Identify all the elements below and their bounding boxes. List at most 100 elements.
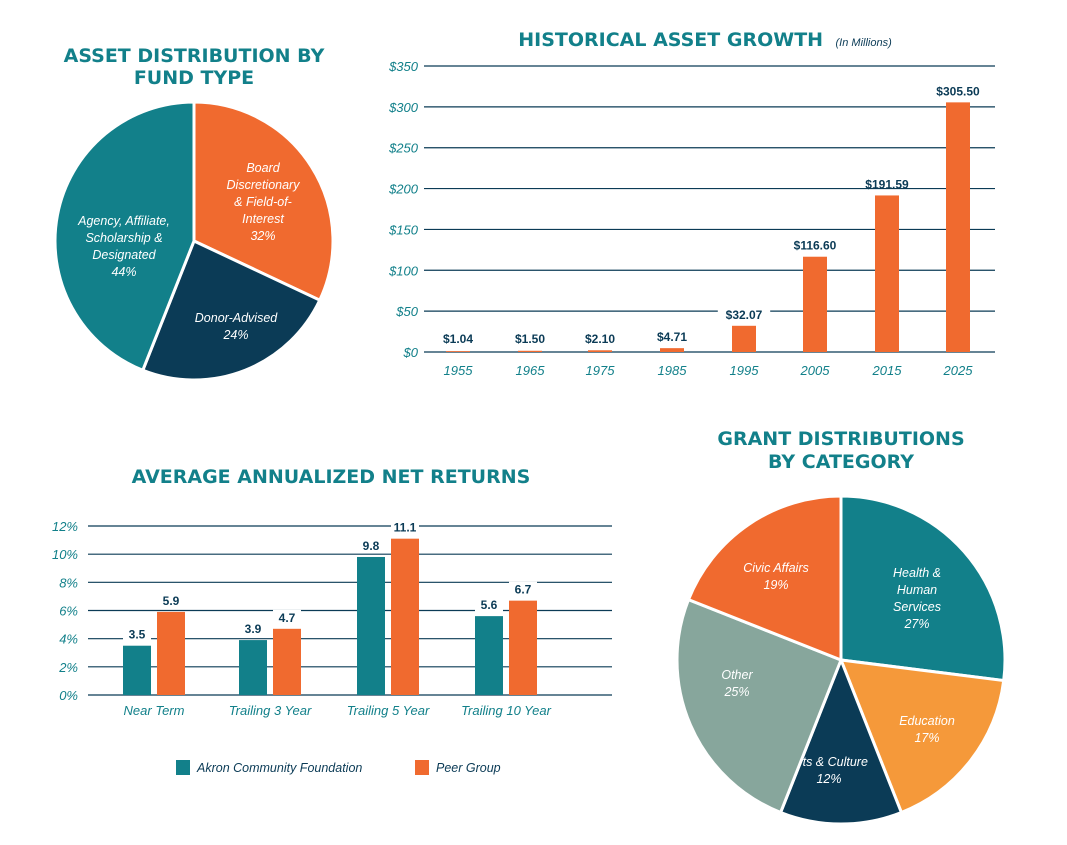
pie-percent-label: 25% — [723, 685, 749, 699]
bar-akron-community-foundation-trailing-3-year — [239, 640, 267, 695]
y-tick-label: 2% — [58, 660, 78, 675]
x-tick-label: Trailing 3 Year — [229, 703, 312, 718]
x-tick-label: Near Term — [124, 703, 185, 718]
asset-distribution-chart: ASSET DISTRIBUTION BY FUND TYPE Board Dis… — [53, 45, 335, 382]
pie-slice-label: Board — [246, 161, 280, 175]
y-tick-label: $300 — [388, 100, 419, 115]
bar-2005 — [803, 256, 827, 352]
pie-percent-label: 32% — [250, 229, 275, 243]
pie-slice-label: Health & — [893, 566, 941, 580]
pie-percent-label: 44% — [111, 265, 136, 279]
pie-slice-health-human-services — [839, 494, 1007, 683]
data-label: 5.9 — [163, 594, 180, 608]
x-tick-label: 2015 — [872, 363, 903, 378]
legend-label-akron-community-foundation: Akron Community Foundation — [196, 761, 362, 775]
bar-2025 — [946, 102, 970, 352]
net-returns-chart: AVERAGE ANNUALIZED NET RETURNS 0% 2% 4% 6% 8… — [52, 466, 612, 775]
historical-asset-growth-subtitle: (In Millions) — [836, 37, 893, 49]
bar-akron-community-foundation-trailing-10-year — [475, 616, 503, 695]
data-label-background — [123, 626, 151, 642]
pie-percent-label: 27% — [903, 617, 929, 631]
bar-peer-group-trailing-10-year — [509, 600, 537, 695]
y-tick-label: $50 — [395, 304, 418, 319]
bar-1995 — [732, 325, 756, 352]
pie-slice-donor-advised — [140, 238, 322, 382]
bar-akron-community-foundation-trailing-5-year — [357, 556, 385, 695]
data-label-background — [357, 537, 385, 553]
data-label-background — [391, 519, 419, 535]
data-label: $4.71 — [657, 330, 687, 344]
pie-slice-education — [838, 658, 1006, 815]
data-label: $32.07 — [726, 308, 763, 322]
x-tick-label: 1955 — [444, 363, 474, 378]
historical-asset-growth-chart: HISTORICAL ASSET GROWTH (In Millions) $0… — [388, 29, 995, 378]
data-label: 3.5 — [129, 628, 146, 642]
data-label: $191.59 — [865, 177, 909, 191]
pie-slice-label: Scholarship & — [85, 231, 162, 245]
pie-slice-arts-culture — [778, 655, 904, 826]
pie-slice-label: Civic Affairs — [743, 561, 809, 575]
x-tick-label: 2025 — [943, 363, 974, 378]
pie-slice-label: Donor-Advised — [195, 311, 279, 325]
bar-1955 — [446, 351, 470, 352]
grant-distributions-title-line1: GRANT DISTRIBUTIONS — [717, 428, 964, 450]
bar-1985 — [660, 348, 684, 352]
x-tick-label: Trailing 10 Year — [461, 703, 552, 718]
pie-slice-label: Education — [899, 714, 955, 728]
pie-percent-label: 17% — [914, 731, 939, 745]
pie-percent-label: 24% — [222, 328, 248, 342]
pie-slice-civic-affairs — [686, 494, 843, 663]
pie-slice-label: Discretionary — [227, 178, 301, 192]
data-label: $2.10 — [585, 332, 615, 346]
data-label-background — [475, 597, 503, 613]
historical-asset-growth-title: HISTORICAL ASSET GROWTH — [518, 29, 823, 51]
data-label-background — [717, 306, 771, 323]
data-label-background — [273, 609, 301, 625]
y-tick-label: $250 — [388, 141, 419, 156]
pie-slice-label: Designated — [92, 248, 156, 262]
data-label-background — [509, 581, 537, 597]
data-label: $116.60 — [794, 239, 837, 253]
data-label-background — [157, 592, 185, 608]
pie-slice-label: Agency, Affiliate, — [77, 214, 170, 228]
y-tick-label: $200 — [388, 182, 419, 197]
bar-peer-group-trailing-5-year — [391, 538, 419, 695]
bar-akron-community-foundation-near-term — [123, 645, 151, 695]
pie-slice-board-discretionary-field-of-interest — [192, 100, 335, 303]
x-tick-label: Trailing 5 Year — [347, 703, 430, 718]
bar-1975 — [588, 350, 612, 352]
data-label: $1.50 — [515, 332, 545, 346]
legend-swatch-peer-group — [415, 760, 429, 775]
y-tick-label: 12% — [52, 519, 78, 534]
y-tick-label: $0 — [403, 345, 419, 360]
y-tick-label: $350 — [388, 59, 419, 74]
grant-distributions-chart: GRANT DISTRIBUTIONS BY CATEGORY Health &… — [675, 428, 1007, 826]
pie-slice-label: & Field-of- — [234, 195, 292, 209]
bar-2015 — [875, 195, 899, 352]
y-tick-label: $100 — [388, 263, 419, 278]
x-tick-label: 1985 — [658, 363, 688, 378]
grant-distributions-title-line2: BY CATEGORY — [768, 451, 914, 473]
pie-slice-label: Arts & Culture — [789, 755, 868, 769]
data-label: 4.7 — [279, 611, 296, 625]
bar-peer-group-trailing-3-year — [273, 628, 301, 695]
x-tick-label: 1975 — [586, 363, 616, 378]
data-label: 9.8 — [363, 539, 380, 553]
pie-slice-other — [675, 597, 843, 815]
bar-peer-group-near-term — [157, 611, 185, 695]
y-tick-label: 4% — [59, 632, 78, 647]
bar-1965 — [518, 350, 542, 352]
pie-slice-label: Interest — [242, 212, 284, 226]
pie-percent-label: 12% — [816, 772, 841, 786]
data-label: $305.50 — [936, 84, 980, 98]
data-label: 5.6 — [481, 598, 498, 612]
data-label-background — [239, 621, 267, 637]
net-returns-title: AVERAGE ANNUALIZED NET RETURNS — [132, 466, 531, 488]
y-tick-label: 6% — [59, 604, 78, 619]
pie-percent-label: 19% — [763, 578, 788, 592]
y-tick-label: 0% — [59, 688, 78, 703]
x-tick-label: 1965 — [516, 363, 546, 378]
x-tick-label: 2005 — [800, 363, 831, 378]
data-label: $1.04 — [443, 332, 473, 346]
